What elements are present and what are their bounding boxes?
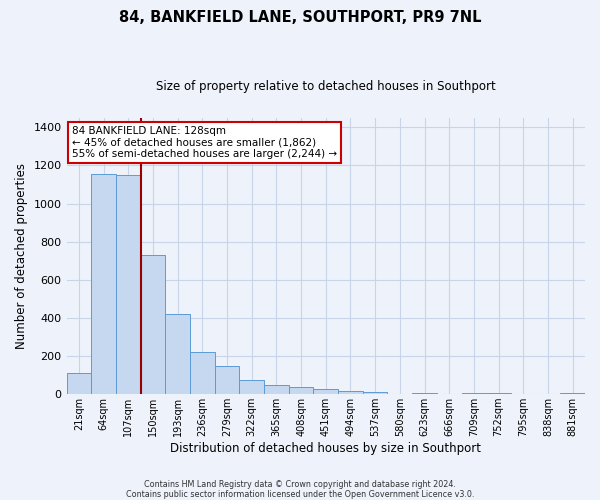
Bar	[190, 352, 215, 394]
Bar	[116, 175, 140, 394]
Bar	[363, 392, 388, 394]
Bar	[289, 388, 313, 394]
Y-axis label: Number of detached properties: Number of detached properties	[15, 163, 28, 349]
Text: 84 BANKFIELD LANE: 128sqm
← 45% of detached houses are smaller (1,862)
55% of se: 84 BANKFIELD LANE: 128sqm ← 45% of detac…	[72, 126, 337, 160]
Bar	[264, 384, 289, 394]
Bar	[560, 393, 585, 394]
Bar	[486, 393, 511, 394]
X-axis label: Distribution of detached houses by size in Southport: Distribution of detached houses by size …	[170, 442, 481, 455]
Bar	[165, 314, 190, 394]
Bar	[215, 366, 239, 394]
Bar	[140, 255, 165, 394]
Bar	[338, 392, 363, 394]
Text: 84, BANKFIELD LANE, SOUTHPORT, PR9 7NL: 84, BANKFIELD LANE, SOUTHPORT, PR9 7NL	[119, 10, 481, 25]
Bar	[412, 393, 437, 394]
Bar	[461, 393, 486, 394]
Bar	[313, 390, 338, 394]
Bar	[239, 380, 264, 394]
Text: Contains HM Land Registry data © Crown copyright and database right 2024.: Contains HM Land Registry data © Crown c…	[144, 480, 456, 489]
Text: Contains public sector information licensed under the Open Government Licence v3: Contains public sector information licen…	[126, 490, 474, 499]
Bar	[91, 174, 116, 394]
Title: Size of property relative to detached houses in Southport: Size of property relative to detached ho…	[156, 80, 496, 93]
Bar	[67, 373, 91, 394]
